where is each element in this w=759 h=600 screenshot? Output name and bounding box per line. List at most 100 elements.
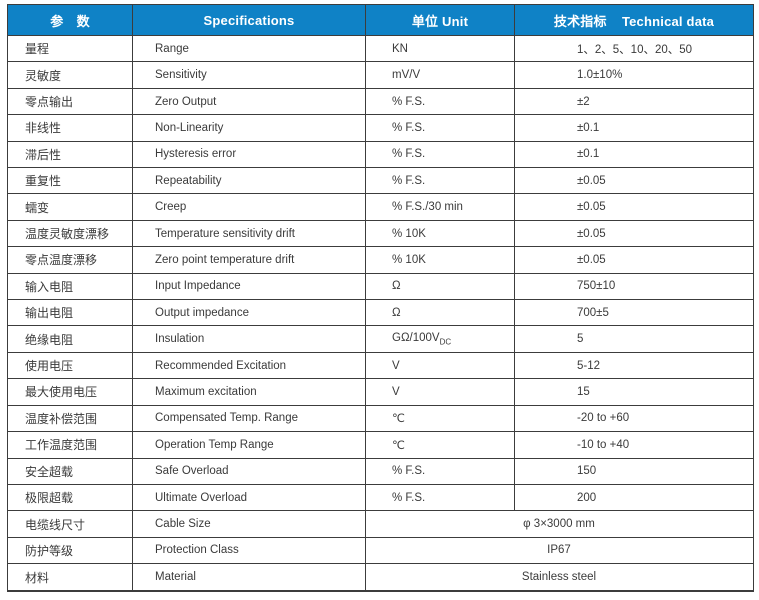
param-cn-cell: 温度补偿范围 bbox=[7, 404, 133, 433]
param-cn-cell: 输出电阻 bbox=[7, 299, 133, 327]
unit-cell: V bbox=[365, 378, 515, 406]
unit-cell: Ω bbox=[365, 272, 515, 301]
merged-value-cell: Stainless steel bbox=[365, 563, 754, 592]
value-cell: ±0.1 bbox=[514, 114, 754, 142]
spec-en-cell: Input Impedance bbox=[132, 272, 366, 301]
header-param: 参 数 bbox=[7, 4, 133, 36]
unit-cell: % F.S. bbox=[365, 114, 515, 142]
param-cn-cell: 滞后性 bbox=[7, 140, 133, 169]
header-unit: 单位 Unit bbox=[365, 4, 515, 36]
param-cn-cell: 灵敏度 bbox=[7, 61, 133, 89]
table-row: 最大使用电压 Maximum excitation V 15 bbox=[7, 378, 754, 406]
table-row: 绝缘电阻 Insulation GΩ/100VDC 5 bbox=[7, 325, 754, 353]
value-cell: 5 bbox=[514, 325, 754, 353]
header-technical-data: 技术指标 Technical data bbox=[514, 4, 754, 36]
param-cn-cell: 零点温度漂移 bbox=[7, 246, 133, 274]
unit-cell: Ω bbox=[365, 299, 515, 327]
value-cell: ±0.1 bbox=[514, 140, 754, 169]
param-cn-cell: 重复性 bbox=[7, 167, 133, 195]
value-cell: ±0.05 bbox=[514, 219, 754, 248]
param-cn-cell: 非线性 bbox=[7, 114, 133, 142]
param-cn-cell: 最大使用电压 bbox=[7, 378, 133, 406]
unit-cell: V bbox=[365, 351, 515, 380]
spec-en-cell: Insulation bbox=[132, 325, 366, 353]
value-cell: ±0.05 bbox=[514, 193, 754, 221]
table-row: 量程 Range KN 1、2、5、10、20、50 bbox=[7, 34, 754, 63]
table-row: 重复性 Repeatability% F.S. ±0.05 bbox=[7, 167, 754, 195]
param-cn-cell: 极限超载 bbox=[7, 483, 133, 512]
spec-en-cell: Non-Linearity bbox=[132, 114, 366, 142]
spec-en-cell: Creep bbox=[132, 193, 366, 221]
unit-cell: % F.S. bbox=[365, 167, 515, 195]
table-row: 工作温度范围 Operation Temp Range ℃ -10 to +40 bbox=[7, 431, 754, 459]
table-row: 输入电阻 Input Impedance Ω 750±10 bbox=[7, 272, 754, 301]
param-cn-cell: 温度灵敏度漂移 bbox=[7, 219, 133, 248]
value-cell: 15 bbox=[514, 378, 754, 406]
unit-subscript: DC bbox=[439, 337, 452, 347]
unit-cell: mV/V bbox=[365, 61, 515, 89]
table-row: 材料 Material Stainless steel bbox=[7, 563, 754, 592]
unit-cell: KN bbox=[365, 34, 515, 63]
table-row: 灵敏度 Sensitivity mV/V 1.0±10% bbox=[7, 61, 754, 89]
table-row: 防护等级 Protection Class IP67 bbox=[7, 536, 754, 565]
spec-en-cell: Sensitivity bbox=[132, 61, 366, 89]
table-row: 电缆线尺寸 Cable Size φ 3×3000 mm bbox=[7, 510, 754, 538]
spec-en-cell: Zero point temperature drift bbox=[132, 246, 366, 274]
value-cell: 1、2、5、10、20、50 bbox=[514, 34, 754, 63]
param-cn-cell: 材料 bbox=[7, 563, 133, 592]
spec-en-cell: Material bbox=[132, 563, 366, 592]
header-row: 参 数 Specifications 单位 Unit 技术指标 Technica… bbox=[7, 4, 754, 36]
spec-en-cell: Range bbox=[132, 34, 366, 63]
spec-en-cell: Cable Size bbox=[132, 510, 366, 538]
value-cell: ±0.05 bbox=[514, 246, 754, 274]
param-cn-cell: 电缆线尺寸 bbox=[7, 510, 133, 538]
unit-cell: ℃ bbox=[365, 404, 515, 433]
unit-cell: % F.S. bbox=[365, 457, 515, 485]
value-cell: 700±5 bbox=[514, 299, 754, 327]
spec-en-cell: Compensated Temp. Range bbox=[132, 404, 366, 433]
param-cn-cell: 输入电阻 bbox=[7, 272, 133, 301]
table-row: 极限超载 Ultimate Overload% F.S. 200 bbox=[7, 483, 754, 512]
param-cn-cell: 工作温度范围 bbox=[7, 431, 133, 459]
param-cn-cell: 绝缘电阻 bbox=[7, 325, 133, 353]
spec-table-body: 量程 Range KN 1、2、5、10、20、50 灵敏度 Sensitivity mV/… bbox=[7, 34, 754, 592]
table-row: 输出电阻 Output impedance Ω 700±5 bbox=[7, 299, 754, 327]
spec-en-cell: Hysteresis error bbox=[132, 140, 366, 169]
table-row: 滞后性 Hysteresis error% F.S. ±0.1 bbox=[7, 140, 754, 169]
specifications-table: 参 数 Specifications 单位 Unit 技术指标 Technica… bbox=[7, 4, 754, 592]
unit-cell: ℃ bbox=[365, 431, 515, 459]
table-header: 参 数 Specifications 单位 Unit 技术指标 Technica… bbox=[7, 4, 754, 36]
param-cn-cell: 量程 bbox=[7, 34, 133, 63]
spec-en-cell: Recommended Excitation bbox=[132, 351, 366, 380]
unit-cell: % 10K bbox=[365, 219, 515, 248]
value-cell: 5-12 bbox=[514, 351, 754, 380]
spec-en-cell: Protection Class bbox=[132, 536, 366, 565]
spec-en-cell: Ultimate Overload bbox=[132, 483, 366, 512]
value-cell: -20 to +60 bbox=[514, 404, 754, 433]
param-cn-cell: 安全超载 bbox=[7, 457, 133, 485]
spec-en-cell: Safe Overload bbox=[132, 457, 366, 485]
table-row: 温度补偿范围 Compensated Temp. Range ℃ -20 to +60 bbox=[7, 404, 754, 433]
spec-en-cell: Output impedance bbox=[132, 299, 366, 327]
table-row: 零点输出 Zero Output% F.S. ±2 bbox=[7, 87, 754, 116]
value-cell: 150 bbox=[514, 457, 754, 485]
merged-value-cell: φ 3×3000 mm bbox=[365, 510, 754, 538]
unit-cell: % F.S. bbox=[365, 140, 515, 169]
unit-cell: % F.S. bbox=[365, 87, 515, 116]
value-cell: ±0.05 bbox=[514, 167, 754, 195]
param-cn-cell: 使用电压 bbox=[7, 351, 133, 380]
param-cn-cell: 防护等级 bbox=[7, 536, 133, 565]
spec-en-cell: Zero Output bbox=[132, 87, 366, 116]
unit-cell: % F.S./30 min bbox=[365, 193, 515, 221]
table-row: 安全超载 Safe Overload% F.S. 150 bbox=[7, 457, 754, 485]
param-cn-cell: 零点输出 bbox=[7, 87, 133, 116]
spec-en-cell: Repeatability bbox=[132, 167, 366, 195]
table-row: 蠕变 Creep% F.S./30 min ±0.05 bbox=[7, 193, 754, 221]
table-row: 使用电压 Recommended Excitation V 5-12 bbox=[7, 351, 754, 380]
table-row: 温度灵敏度漂移 Temperature sensitivity drift% 10… bbox=[7, 219, 754, 248]
value-cell: ±2 bbox=[514, 87, 754, 116]
unit-cell: GΩ/100VDC bbox=[365, 325, 515, 353]
merged-value-cell: IP67 bbox=[365, 536, 754, 565]
unit-cell: % 10K bbox=[365, 246, 515, 274]
param-cn-cell: 蠕变 bbox=[7, 193, 133, 221]
